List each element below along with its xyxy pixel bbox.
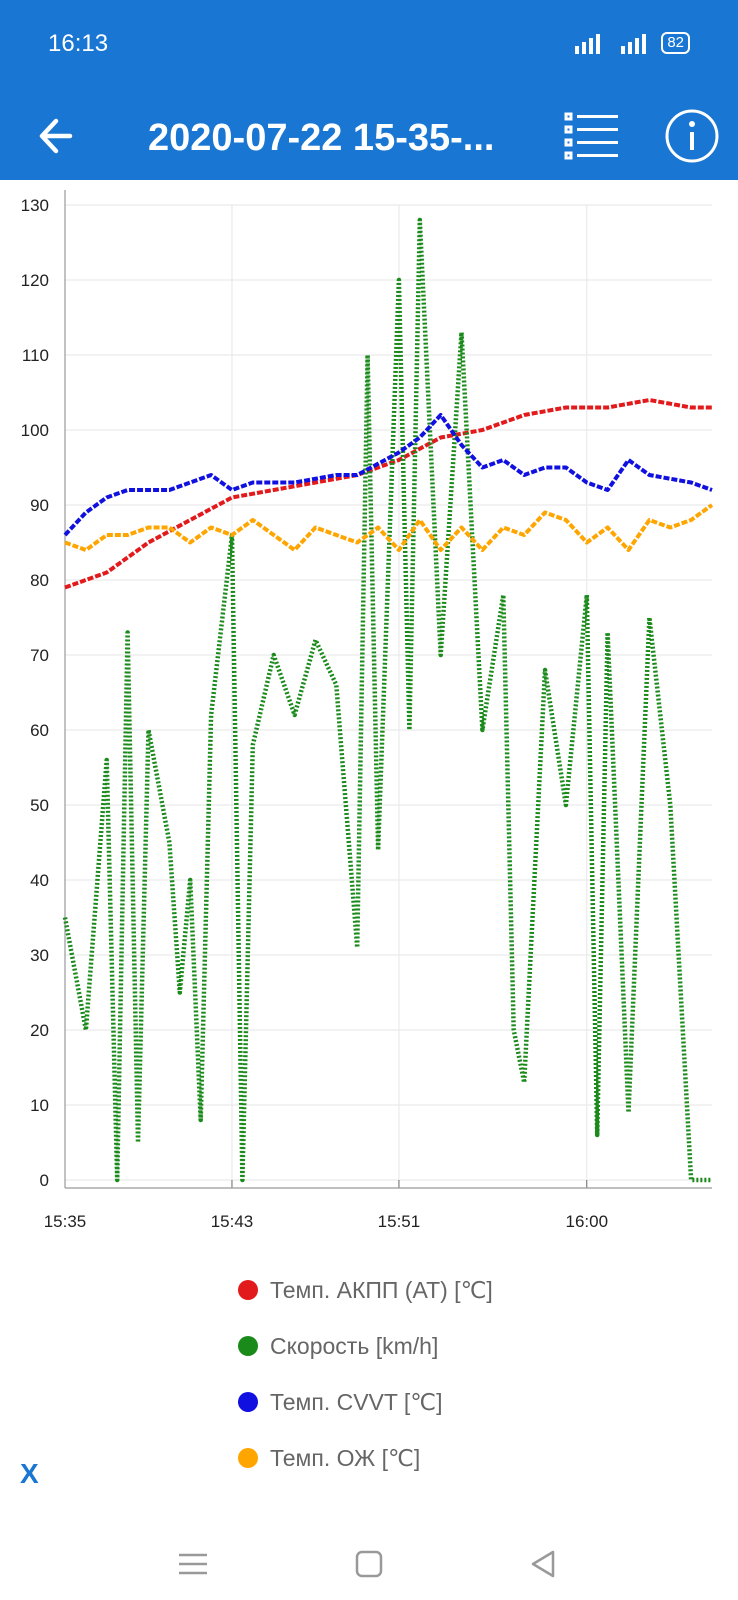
legend-color-dot (238, 1280, 258, 1300)
back-arrow-icon[interactable] (30, 108, 86, 164)
y-tick-label: 20 (30, 1021, 49, 1040)
list-icon[interactable] (560, 104, 624, 168)
legend-item[interactable]: Темп. АКПП (AT) [℃] (238, 1262, 493, 1318)
legend-color-dot (238, 1448, 258, 1468)
chart-grid (64, 204, 712, 1181)
nav-bar (0, 1540, 738, 1600)
page-title: 2020-07-22 15-35-... (148, 117, 495, 159)
y-tick-label: 50 (30, 796, 49, 815)
chart-legend: Темп. АКПП (AT) [℃] Скорость [km/h] Темп. … (238, 1262, 493, 1486)
x-tick-label: 16:00 (566, 1212, 609, 1231)
x-tick-label: 15:51 (378, 1212, 421, 1231)
legend-label: Темп. ОЖ [℃] (270, 1444, 421, 1471)
legend-item[interactable]: Темп. ОЖ [℃] (238, 1430, 493, 1486)
legend-item[interactable]: Скорость [km/h] (238, 1318, 493, 1374)
series-line-2 (62, 217, 712, 1183)
status-time: 16:13 (48, 30, 109, 57)
y-tick-label: 10 (30, 1096, 49, 1115)
menu-icon[interactable] (173, 1544, 213, 1584)
legend-color-dot (238, 1336, 258, 1356)
legend-color-dot (238, 1392, 258, 1412)
signal-icon (575, 34, 601, 54)
close-button[interactable]: X (20, 1458, 39, 1489)
status-icons: 82 (573, 32, 690, 54)
battery-level: 82 (667, 34, 684, 51)
status-bar: 16:13 82 (0, 0, 738, 90)
y-tick-label: 90 (30, 496, 49, 515)
y-tick-label: 40 (30, 871, 49, 890)
legend-item[interactable]: Темп. CVVT [℃] (238, 1374, 493, 1430)
info-icon[interactable] (660, 104, 724, 168)
x-tick-label: 15:35 (44, 1212, 87, 1231)
chart-ticks: 0 10 20 30 40 50 60 70 80 90 100 110 120 130 15:35 15:4… (21, 196, 608, 1231)
x-tick-label: 15:43 (211, 1212, 254, 1231)
legend-label: Скорость [km/h] (270, 1332, 439, 1359)
y-tick-label: 110 (22, 346, 49, 365)
y-tick-label: 130 (21, 196, 49, 215)
line-chart[interactable]: 0 10 20 30 40 50 60 70 80 90 100 110 120 130 15:35 15:4… (0, 180, 738, 1260)
y-tick-label: 100 (21, 421, 49, 440)
y-tick-label: 60 (30, 721, 49, 740)
battery-icon: 82 (661, 32, 690, 54)
series-line-3 (63, 413, 713, 537)
y-tick-label: 0 (40, 1171, 49, 1190)
legend-label: Темп. CVVT [℃] (270, 1388, 443, 1415)
back-triangle-icon[interactable] (523, 1544, 563, 1584)
chart-axes (64, 190, 712, 1189)
signal-icon-2 (621, 34, 647, 54)
y-tick-label: 120 (21, 271, 49, 290)
y-tick-label: 30 (30, 946, 49, 965)
app-bar: 2020-07-22 15-35-... (0, 90, 738, 180)
chart-series (62, 217, 714, 1183)
home-icon[interactable] (349, 1544, 389, 1584)
legend-label: Темп. АКПП (AT) [℃] (270, 1276, 493, 1303)
series-line-1 (64, 398, 712, 590)
y-tick-label: 70 (30, 646, 49, 665)
series-line-4 (64, 503, 714, 552)
y-tick-label: 80 (30, 571, 49, 590)
